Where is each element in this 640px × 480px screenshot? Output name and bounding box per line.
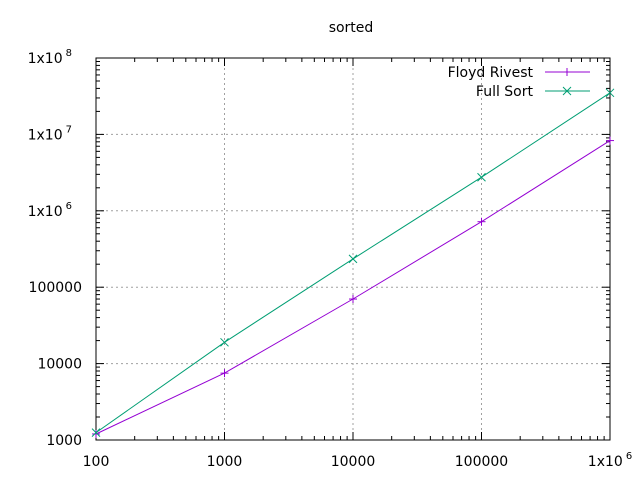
data-point-full-sort [348,254,358,264]
y-tick-label: 1x10 8 [28,48,72,67]
series [91,88,615,438]
data-point-floyd-rivest [477,217,486,226]
data-point-floyd-rivest [606,136,614,145]
y-tick-label: 1x10 6 [28,201,72,220]
ticks [95,57,611,441]
legend: Floyd Rivest Full Sort [448,65,590,100]
y-tick-label: 1x10 7 [28,124,72,143]
chart-title: sorted [329,20,374,36]
data-point-floyd-rivest [220,369,229,378]
marker-stroke [477,172,486,182]
x-tick-label: 1000 [207,454,243,470]
x-tick-label: 100000 [455,454,508,470]
legend-label-full-sort: Full Sort [476,84,534,100]
data-point-full-sort [220,337,229,347]
data-point-floyd-rivest [92,429,100,438]
y-tick-label: 100000 [29,280,82,296]
x-tick-label: 1x10 6 [588,451,632,470]
x-tick-label: 10000 [331,454,376,470]
y-tick-label: 10000 [37,357,82,373]
data-point-full-sort [91,428,101,437]
marker-stroke [348,254,358,264]
data-point-full-sort [605,88,615,98]
y-tick-label: 1000 [46,433,82,449]
marker-stroke [605,88,615,98]
tick-labels: 100 1000 10000 100000 1x10 61000100001000001x… [28,48,633,470]
legend-label-floyd-rivest: Floyd Rivest [448,65,534,81]
grid [96,58,610,440]
x-tick-label: 100 [83,454,110,470]
legend-marker-floyd-rivest [563,68,571,76]
legend-marker-full-sort [562,86,572,96]
data-point-full-sort [477,172,486,182]
marker-stroke [91,428,101,437]
data-point-floyd-rivest [349,295,357,304]
marker-stroke [220,337,229,347]
marker-stroke [562,86,572,96]
